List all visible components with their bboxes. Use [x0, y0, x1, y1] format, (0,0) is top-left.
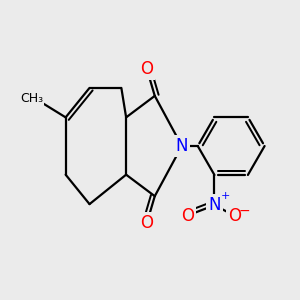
Text: −: − — [239, 204, 250, 218]
Text: +: + — [221, 191, 230, 201]
Text: O: O — [228, 207, 241, 225]
Text: O: O — [181, 207, 194, 225]
Text: N: N — [208, 196, 221, 214]
Text: O: O — [140, 60, 153, 78]
Text: N: N — [176, 137, 188, 155]
Text: O: O — [140, 214, 153, 232]
Text: CH₃: CH₃ — [20, 92, 43, 105]
